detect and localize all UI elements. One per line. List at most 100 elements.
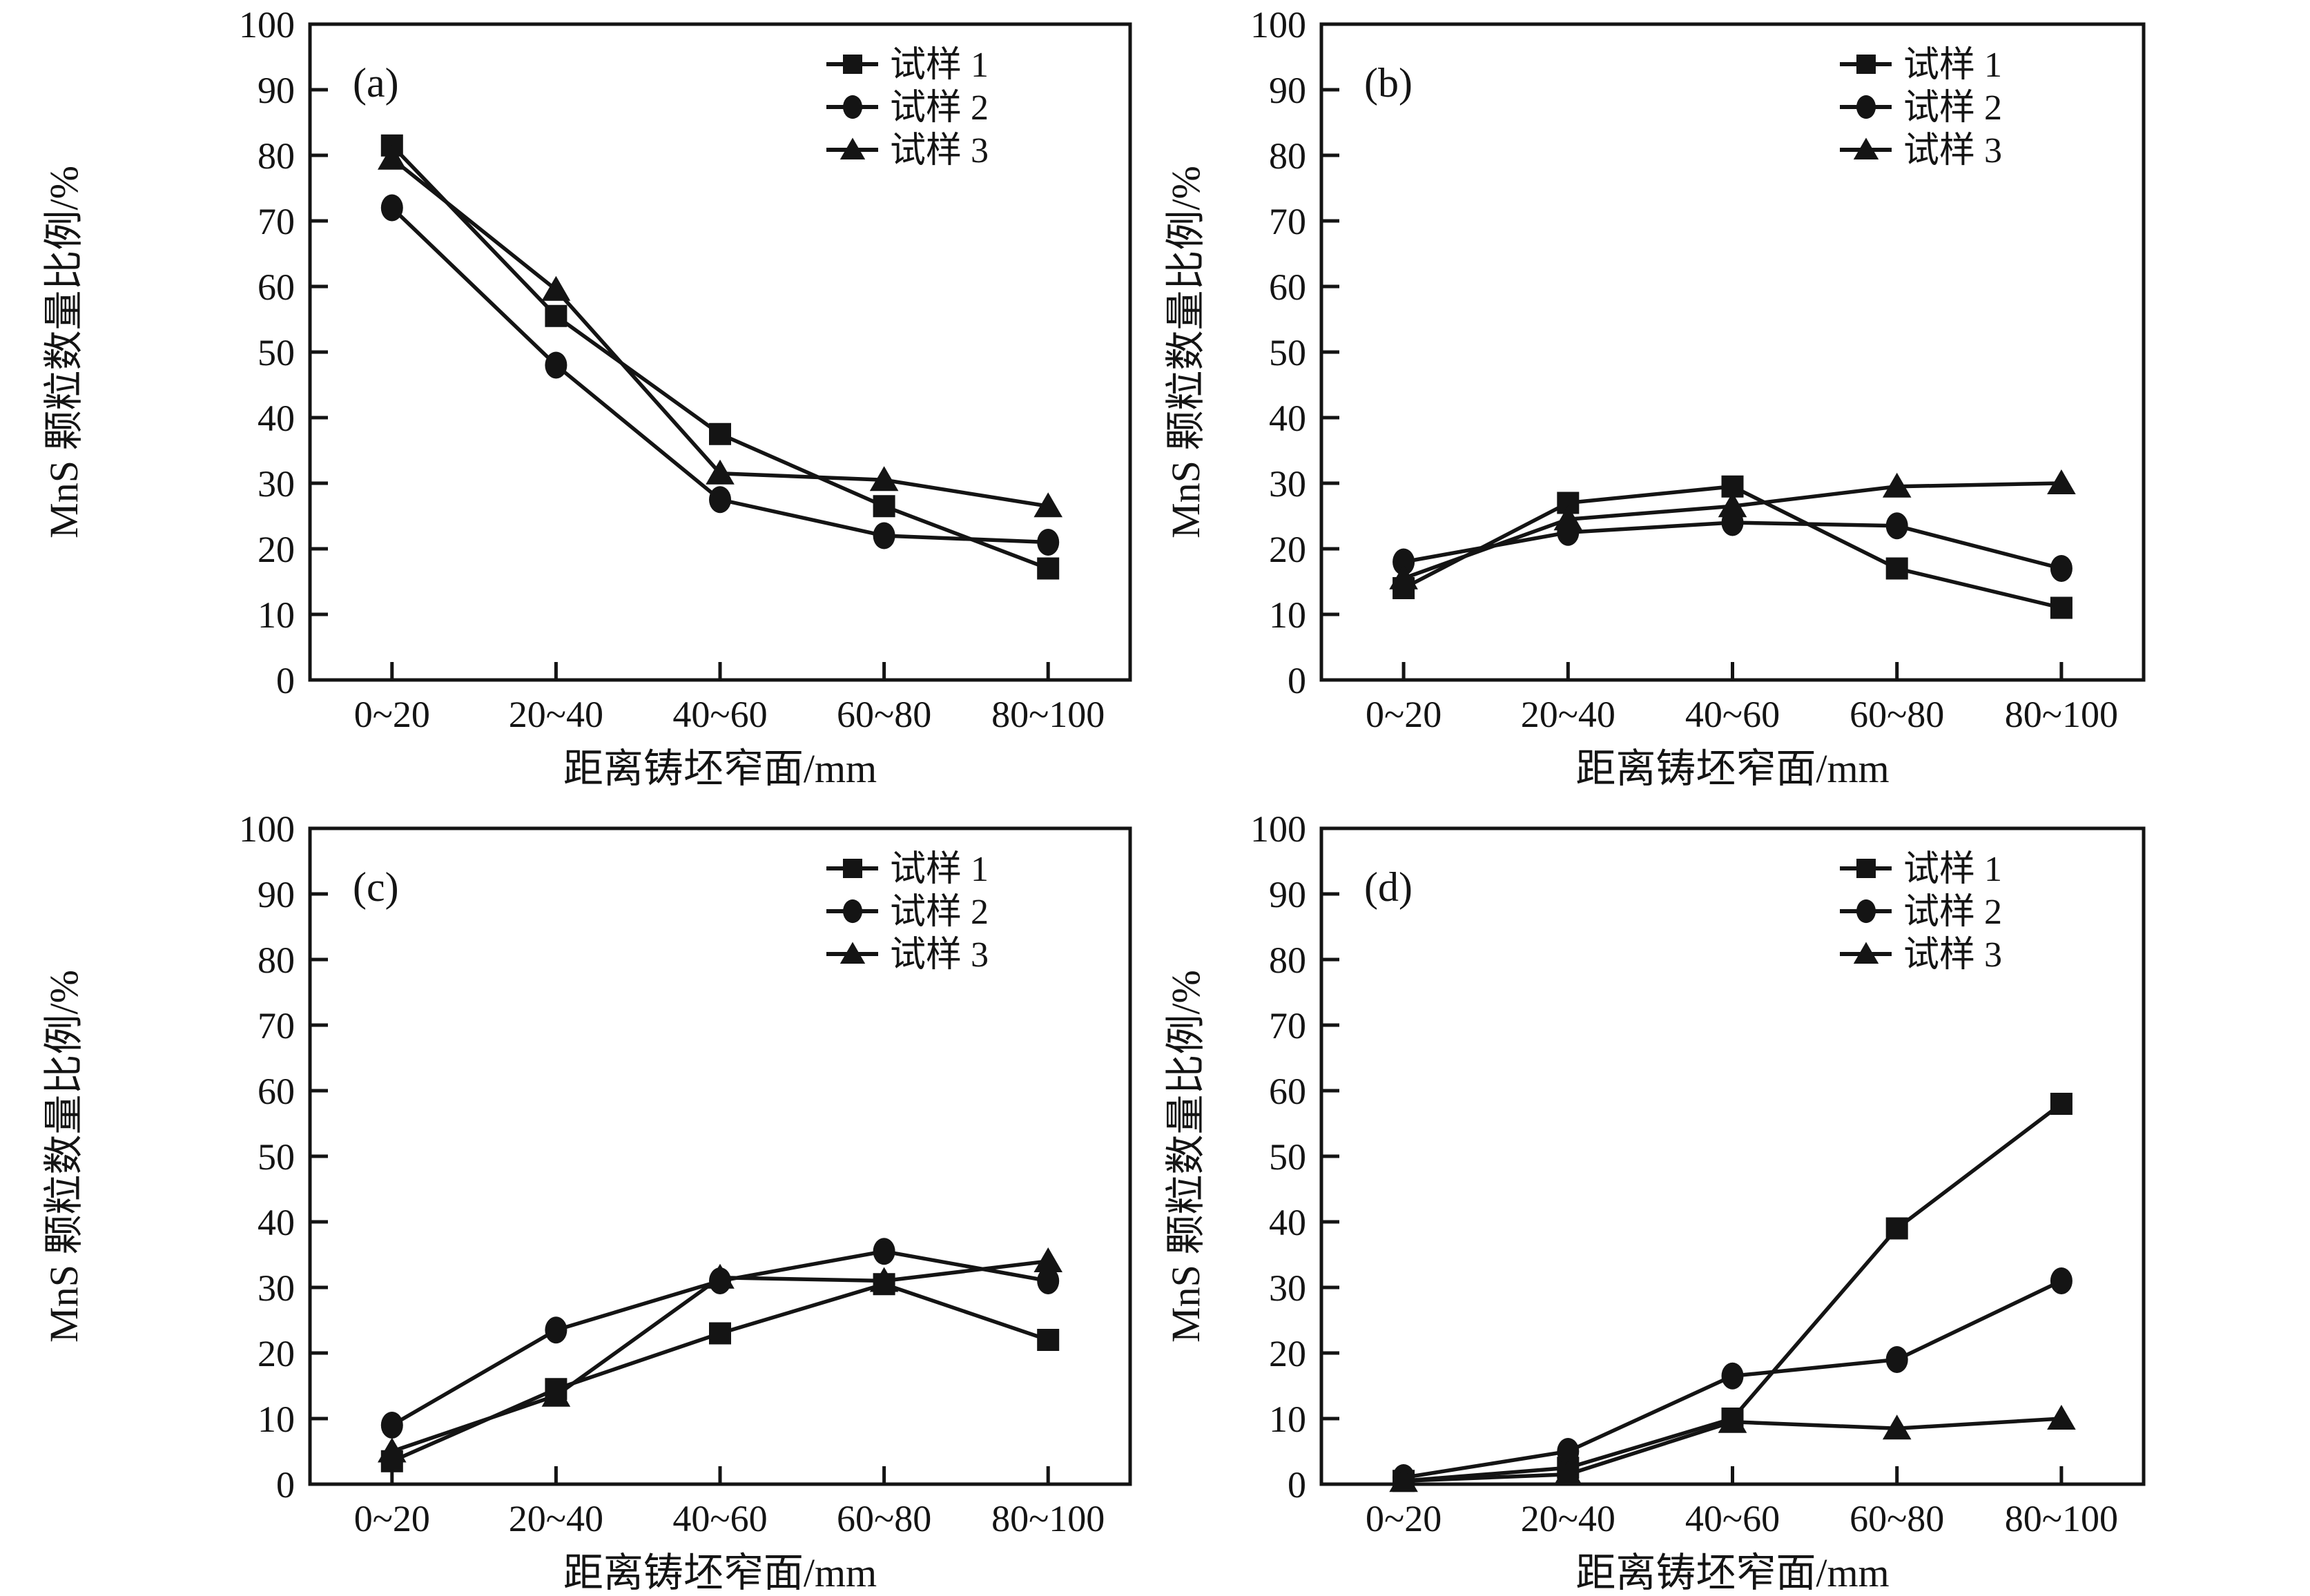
panel-c-y-tick-label: 60 xyxy=(258,1071,295,1112)
panel-a-series-3-point-1 xyxy=(541,275,571,301)
legend-circle-icon xyxy=(1856,95,1876,119)
panel-c-series-3-point-3 xyxy=(869,1267,899,1292)
panel-b-x-axis-title: 距离铸坯窄面/mm xyxy=(1575,746,1889,791)
panel-b-x-tick-label: 0~20 xyxy=(1366,694,1442,735)
legend-square-icon xyxy=(1856,55,1876,74)
legend-label-3: 试样 3 xyxy=(890,935,989,975)
panel-b-x-tick-label: 40~60 xyxy=(1685,694,1780,735)
panel-c-y-tick-label: 0 xyxy=(276,1464,295,1506)
legend-label-2: 试样 2 xyxy=(890,88,989,128)
panel-a-y-tick-label: 90 xyxy=(258,70,295,111)
panel-d-legend: 试样 1 试样 2试样 3 xyxy=(1840,850,2002,975)
panel-a-y-tick-label: 80 xyxy=(258,135,295,177)
panel-c-y-tick-label: 30 xyxy=(258,1267,295,1309)
panel-d-x-tick-label: 80~100 xyxy=(2005,1498,2118,1539)
panel-c-series-2-point-4 xyxy=(1037,1267,1060,1295)
legend-triangle-icon xyxy=(839,942,866,964)
legend-label-1: 试样 1 xyxy=(890,46,989,85)
panel-c: 0 10 20 30 40 50 60 70 80 90 100 0~20 20~40 40~60 60~8… xyxy=(41,808,1132,1595)
panel-d-y-tick-label: 90 xyxy=(1269,874,1306,915)
panel-a-series-1-point-2 xyxy=(709,422,731,445)
panel-b-legend: 试样 1试样 2试样 3 xyxy=(1840,46,2002,171)
panel-a-y-tick-label: 50 xyxy=(258,332,295,373)
panel-a-series-2-point-3 xyxy=(873,522,895,549)
panel-a-series-2-point-1 xyxy=(545,351,567,379)
panel-b-series-1-point-4 xyxy=(2050,596,2073,619)
panel-b-x-tick-label: 80~100 xyxy=(2005,694,2118,735)
panel-c-series-3-point-1 xyxy=(541,1381,571,1407)
panel-b-y-axis-title: MnS 颗粒数量比例/% xyxy=(1163,166,1208,538)
panel-a: 0 10 20 30 40 50 60 70 80 90 100 0~20 20~40 40~60 60~8… xyxy=(41,4,1132,791)
panel-a-legend: 试样 1试样 2试样 3 xyxy=(826,46,989,171)
panel-c-series-3-point-0 xyxy=(378,1437,407,1463)
panel-b-y-tick-label: 90 xyxy=(1269,70,1306,111)
legend-square-icon xyxy=(1856,859,1876,878)
panel-d-series-3-point-3 xyxy=(1882,1414,1912,1440)
panel-d-y-tick-label: 100 xyxy=(1250,808,1306,850)
panel-d-series-2-point-4 xyxy=(2050,1267,2073,1295)
panel-a-series-3-point-3 xyxy=(869,466,899,492)
legend-label-1: 试样 1 xyxy=(1903,850,2002,889)
legend-label-3: 试样 3 xyxy=(1903,935,2002,975)
panel-c-series-1-line xyxy=(391,1282,1049,1463)
panel-b-series-2-point-0 xyxy=(1392,548,1415,576)
panel-c-x-tick-label: 80~100 xyxy=(991,1498,1105,1539)
legend-label-2: 试样 2 xyxy=(890,893,989,932)
panel-c-y-tick-label: 10 xyxy=(258,1399,295,1440)
panel-d-x-tick-label: 0~20 xyxy=(1366,1498,1442,1539)
panel-c-y-tick-label: 70 xyxy=(258,1005,295,1047)
panel-d-letter: (d) xyxy=(1364,864,1413,910)
panel-b-x-tick-label: 20~40 xyxy=(1521,694,1615,735)
panel-a-x-tick-label: 20~40 xyxy=(509,694,603,735)
panel-d-y-tick-label: 20 xyxy=(1269,1333,1306,1374)
panel-a-letter: (a) xyxy=(353,60,399,106)
legend-label-1: 试样 1 xyxy=(890,850,989,889)
legend-triangle-icon xyxy=(1853,942,1879,964)
panel-c-frame xyxy=(308,826,1132,1486)
panel-c-y-tick-label: 80 xyxy=(258,940,295,981)
panel-b-letter: (b) xyxy=(1364,60,1413,106)
panel-d-y-tick-label: 10 xyxy=(1269,1399,1306,1440)
panel-d-x-tick-label: 40~60 xyxy=(1685,1498,1780,1539)
panel-d-series-3-point-2 xyxy=(1718,1408,1747,1433)
panel-c-y-tick-label: 100 xyxy=(239,808,295,850)
legend-square-icon xyxy=(843,55,862,74)
panel-b-y-tick-label: 70 xyxy=(1269,201,1306,242)
panel-a-series-3-point-0 xyxy=(378,144,407,170)
legend-label-3: 试样 3 xyxy=(1903,131,2002,171)
panel-a-series-3-point-4 xyxy=(1033,492,1062,518)
panel-b-y-tick-label: 50 xyxy=(1269,332,1306,373)
panel-b-series-2-point-4 xyxy=(2050,554,2073,583)
panel-c-x-tick-label: 20~40 xyxy=(509,1498,603,1539)
panel-c-y-tick-label: 90 xyxy=(258,874,295,915)
legend-triangle-icon xyxy=(1853,137,1879,159)
panel-b-y-tick-label: 20 xyxy=(1269,529,1306,570)
panel-b: 0 10 20 30 40 50 60 70 80 90 100 0~20 20~40 40~60 60~8… xyxy=(1163,4,2146,791)
panel-b-y-tick-label: 0 xyxy=(1288,660,1306,701)
panel-c-x-tick-label: 40~60 xyxy=(672,1498,767,1539)
panel-c-y-tick-label: 40 xyxy=(258,1202,295,1243)
panel-d-series-3-point-0 xyxy=(1389,1467,1418,1492)
panel-b-frame xyxy=(1319,22,2146,682)
legend-circle-icon xyxy=(1856,899,1876,924)
panel-b-series-3-point-2 xyxy=(1718,492,1747,518)
panel-b-y-tick-label: 100 xyxy=(1250,4,1306,46)
panel-b-y-tick-label: 60 xyxy=(1269,266,1306,308)
panel-c-legend: 试样 1 试样 2试样 3 xyxy=(826,850,989,975)
panel-d-series-3-point-4 xyxy=(2047,1405,2076,1430)
panel-c-y-axis-title: MnS 颗粒数量比例/% xyxy=(41,970,86,1343)
panel-a-series-2-point-2 xyxy=(709,486,731,514)
panel-d-y-tick-label: 70 xyxy=(1269,1005,1306,1047)
panel-c-series-3-point-4 xyxy=(1033,1247,1062,1272)
panel-a-series-1-point-1 xyxy=(545,304,567,327)
panel-b-series-2-point-3 xyxy=(1885,512,1908,540)
panel-b-y-tick-label: 30 xyxy=(1269,463,1306,505)
panel-a-series-1-point-3 xyxy=(873,495,895,518)
panel-a-y-tick-label: 60 xyxy=(258,266,295,308)
panel-b-y-tick-label: 80 xyxy=(1269,135,1306,177)
legend-circle-icon xyxy=(843,95,862,119)
panel-c-x-tick-label: 0~20 xyxy=(354,1498,430,1539)
panel-d: 0 10 20 30 40 50 60 70 80 90 100 0~20 20~40 40~60 60~8… xyxy=(1163,808,2146,1595)
panel-a-y-tick-label: 40 xyxy=(258,398,295,439)
